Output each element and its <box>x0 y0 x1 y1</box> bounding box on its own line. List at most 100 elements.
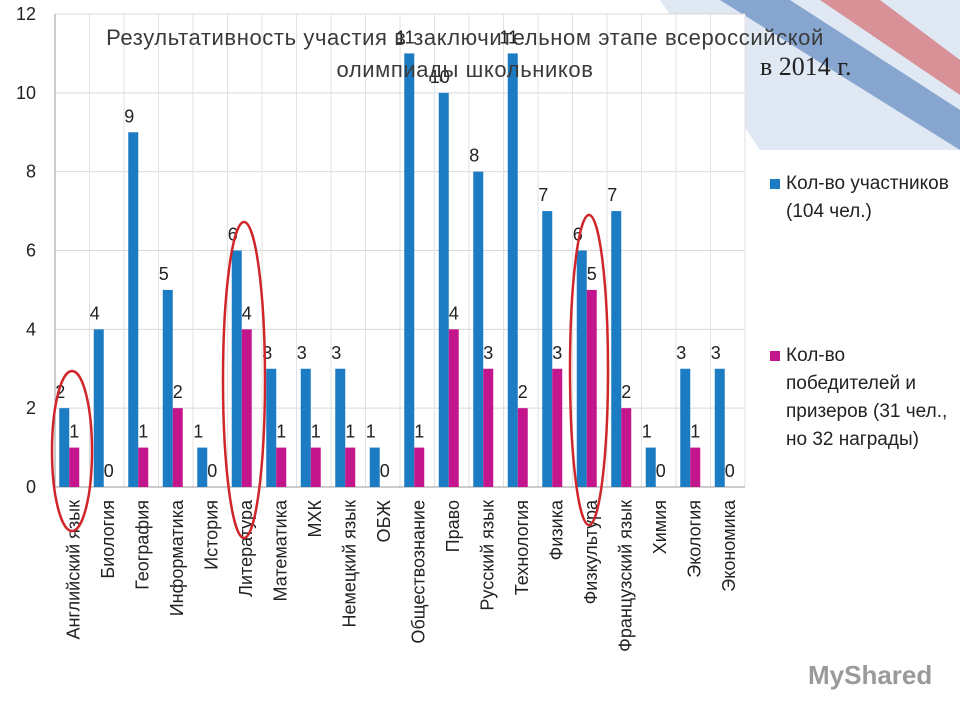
x-tick-label: Физкультура <box>581 499 601 604</box>
bar <box>162 289 173 487</box>
bar <box>645 447 656 487</box>
legend-entry: Кол-во победителей и призеров (31 чел., … <box>770 342 955 454</box>
highlight <box>50 369 94 533</box>
bar <box>680 368 691 487</box>
data-label: 2 <box>173 382 183 402</box>
x-tick-label: Литература <box>236 499 256 597</box>
bar <box>335 368 346 487</box>
y-tick-label: 8 <box>26 162 36 182</box>
bar <box>517 408 528 487</box>
y-tick-label: 6 <box>26 241 36 261</box>
bar <box>128 132 139 487</box>
highlight <box>221 220 267 540</box>
data-label: 1 <box>690 422 700 442</box>
x-tick-label: Французский язык <box>615 500 635 652</box>
data-label: 4 <box>90 303 100 323</box>
bar <box>266 368 277 487</box>
data-label: 6 <box>573 225 583 245</box>
bar <box>507 53 518 488</box>
data-label: 10 <box>430 67 450 87</box>
legend-label: Кол-во участников (104 чел.) <box>786 173 949 222</box>
bar <box>586 289 597 487</box>
x-tick-label: Право <box>443 500 463 552</box>
bar <box>345 447 356 487</box>
data-label: 1 <box>414 422 424 442</box>
data-label: 0 <box>207 461 217 481</box>
legend-entry: Кол-во участников (104 чел.) <box>770 170 955 226</box>
data-label: 0 <box>380 461 390 481</box>
bar <box>690 447 701 487</box>
x-tick-label: Информатика <box>167 499 187 616</box>
bar <box>241 329 252 487</box>
bar <box>172 408 183 487</box>
x-tick-label: Технология <box>512 500 532 595</box>
data-label: 3 <box>297 343 307 363</box>
legend-swatch <box>770 351 780 361</box>
data-label: 11 <box>499 27 518 47</box>
watermark: MyShared <box>808 660 933 690</box>
bar <box>93 329 104 487</box>
y-tick-label: 12 <box>16 4 36 24</box>
y-tick-label: 0 <box>26 477 36 497</box>
decor <box>720 0 960 150</box>
bar <box>300 368 311 487</box>
bar <box>59 408 70 487</box>
x-tick-label: Экономика <box>719 499 739 592</box>
bar <box>138 447 149 487</box>
bar <box>714 368 725 487</box>
bar <box>542 211 553 488</box>
y-tick-label: 4 <box>26 319 36 339</box>
x-tick-label: Русский язык <box>477 500 497 611</box>
x-tick-label: История <box>201 500 221 570</box>
data-label: 1 <box>69 422 79 442</box>
x-tick-label: Обществознание <box>408 500 428 644</box>
data-label: 0 <box>656 461 666 481</box>
data-label: 1 <box>366 422 376 442</box>
data-label: 11 <box>396 27 415 47</box>
decor <box>820 0 960 95</box>
x-tick-label: Немецкий язык <box>339 500 359 628</box>
data-label: 0 <box>104 461 114 481</box>
data-label: 1 <box>642 422 652 442</box>
data-label: 3 <box>262 343 272 363</box>
data-label: 0 <box>725 461 735 481</box>
x-tick-label: МХК <box>305 500 325 538</box>
bar <box>69 447 80 487</box>
data-label: 7 <box>538 185 548 205</box>
x-tick-label: Химия <box>650 500 670 554</box>
bar <box>276 447 287 487</box>
data-label: 2 <box>55 382 65 402</box>
bar <box>414 447 425 487</box>
data-label: 3 <box>483 343 493 363</box>
x-tick-label: Английский язык <box>63 500 83 640</box>
x-tick-label: Экология <box>684 500 704 578</box>
x-tick-label: ОБЖ <box>374 500 394 543</box>
bar <box>448 329 459 487</box>
y-tick-label: 2 <box>26 398 36 418</box>
data-label: 3 <box>676 343 686 363</box>
data-label: 4 <box>449 303 459 323</box>
legend-swatch <box>770 179 780 189</box>
data-label: 1 <box>276 422 286 442</box>
data-label: 5 <box>159 264 169 284</box>
legend-label: Кол-во победителей и призеров (31 чел., … <box>786 345 948 450</box>
data-label: 3 <box>711 343 721 363</box>
data-label: 1 <box>311 422 321 442</box>
bar <box>310 447 321 487</box>
bar <box>552 368 563 487</box>
data-label: 7 <box>607 185 617 205</box>
y-tick-label: 10 <box>16 83 36 103</box>
bar <box>197 447 208 487</box>
data-label: 2 <box>518 382 528 402</box>
bar <box>231 250 242 487</box>
data-label: 4 <box>242 303 252 323</box>
bar <box>621 408 632 487</box>
data-label: 6 <box>228 225 238 245</box>
bar <box>404 53 415 488</box>
data-label: 9 <box>124 106 134 126</box>
x-tick-label: Математика <box>270 499 290 601</box>
bar <box>483 368 494 487</box>
chart-subtitle: в 2014 г. <box>760 52 852 81</box>
